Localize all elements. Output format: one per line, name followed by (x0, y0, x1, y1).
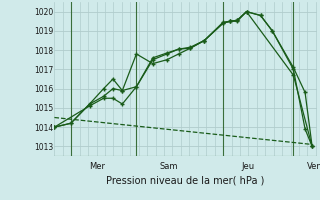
Text: Jeu: Jeu (242, 162, 255, 171)
X-axis label: Pression niveau de la mer( hPa ): Pression niveau de la mer( hPa ) (107, 175, 265, 185)
Text: Sam: Sam (160, 162, 178, 171)
Text: Ven: Ven (308, 162, 320, 171)
Text: Mer: Mer (90, 162, 106, 171)
